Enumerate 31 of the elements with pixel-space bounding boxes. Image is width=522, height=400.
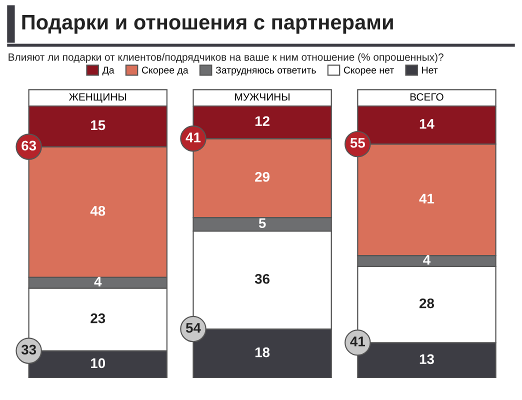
x-tick-label: МУЖЧИНЫ	[235, 93, 290, 101]
annotation: 55	[350, 138, 366, 148]
data-label: 15	[91, 120, 106, 130]
data-label: 10	[91, 358, 106, 368]
annotation: 54	[186, 323, 201, 333]
data-label: 29	[255, 172, 270, 182]
data-label: 12	[255, 116, 270, 126]
data-label: 48	[90, 206, 106, 216]
x-tick-label: ЖЕНЩИНЫ	[68, 93, 126, 103]
data-label: 41	[419, 194, 434, 204]
chart-title: Подарки и отношения с партнерами	[22, 15, 393, 34]
legend-label: Да	[102, 66, 114, 76]
data-label: 28	[419, 298, 434, 308]
legend-label: Нет	[422, 66, 438, 74]
data-label: 23	[90, 313, 106, 324]
data-label: 18	[255, 347, 270, 358]
annotation: 33	[21, 344, 36, 355]
data-label: 4	[94, 276, 102, 286]
data-label: 5	[258, 218, 266, 228]
legend-label: Затрудняюсь ответить	[216, 66, 316, 76]
data-label: 14	[420, 119, 434, 129]
x-tick-label: ВСЕГО	[410, 93, 444, 101]
chart-subtitle: Влияют ли подарки от клиентов/подрядчиков на ваше к ним отношение (% опрошенных)?	[8, 53, 444, 63]
annotation: 63	[22, 140, 36, 151]
legend-label: Скорее нет	[344, 66, 394, 76]
data-label: 13	[420, 354, 434, 364]
annotation: 41	[186, 132, 201, 142]
data-label: 4	[423, 255, 431, 265]
annotation: 41	[350, 336, 366, 346]
data-label: 36	[254, 274, 270, 284]
legend-label: Скорее да	[142, 66, 188, 76]
